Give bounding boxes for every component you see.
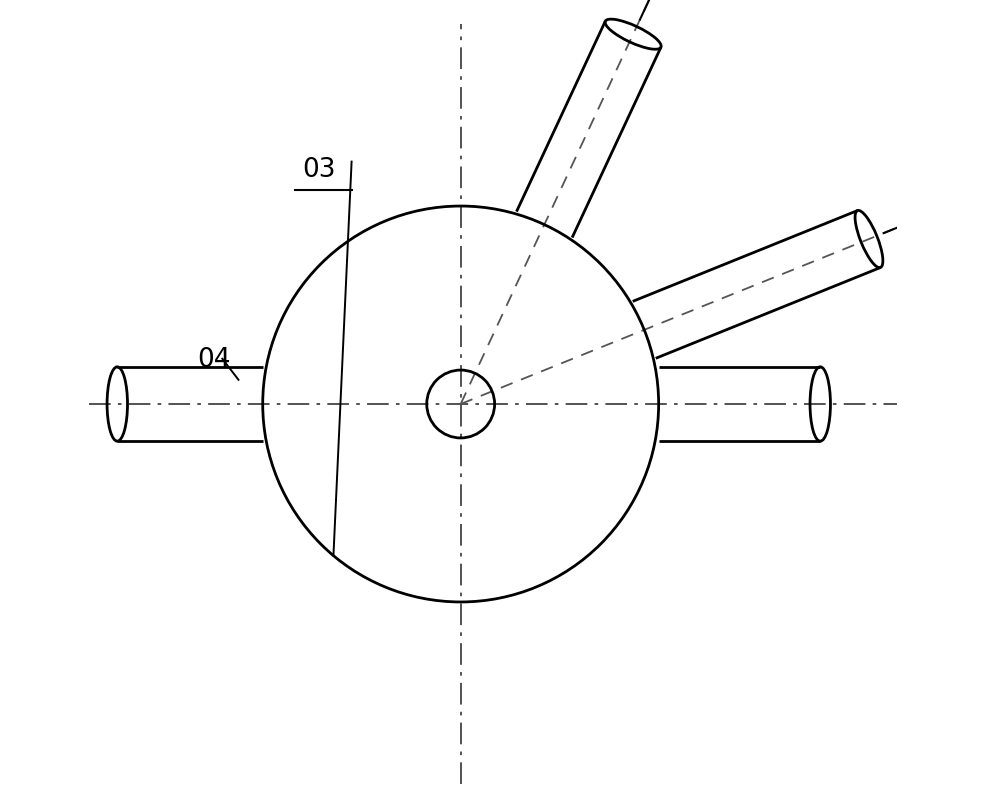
Text: 04: 04 [197,347,231,372]
Text: 03: 03 [303,157,336,183]
